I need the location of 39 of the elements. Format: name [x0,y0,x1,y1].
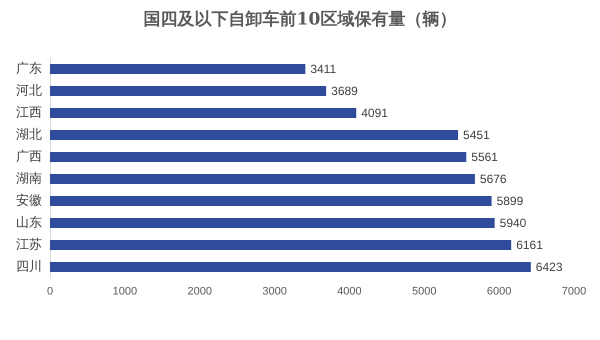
x-tick-label: 5000 [412,286,437,298]
bar [50,64,306,74]
data-label: 5561 [471,150,498,164]
y-tick-label: 四川 [16,260,42,274]
y-tick-label: 湖南 [16,172,42,186]
y-tick-label: 广西 [16,150,42,164]
data-label: 5676 [480,172,507,186]
y-tick-label: 湖北 [16,128,42,142]
data-label: 6161 [516,238,544,252]
bar [50,218,495,228]
data-label: 5899 [496,194,524,208]
x-tick-label: 0 [46,286,54,298]
data-label: 5940 [500,216,527,230]
data-label: 3689 [331,84,358,98]
y-tick-label: 河北 [16,84,42,98]
chart-title: 国四及以下自卸车前10区域保有量（辆） [144,10,456,30]
data-label: 6423 [536,260,563,274]
bar [50,130,458,140]
bar [50,262,531,272]
bar [50,108,356,118]
x-tick-label: 3000 [262,286,287,298]
y-tick-label: 山东 [16,216,42,230]
bar [50,196,492,206]
bar [50,240,512,250]
bar [50,174,475,184]
data-label: 4091 [361,106,388,120]
x-tick-label: 6000 [486,286,512,298]
x-tick-label: 4000 [337,286,362,298]
x-tick-label: 1000 [112,286,138,298]
y-tick-label: 广东 [16,62,42,76]
bar [50,86,326,96]
x-tick-label: 2000 [187,286,212,298]
data-label: 3411 [310,62,336,76]
x-tick-label: 7000 [562,286,586,298]
bar [50,152,466,162]
data-label: 5451 [463,128,490,142]
y-tick-label: 江苏 [16,238,42,252]
y-tick-label: 安徽 [16,192,42,208]
y-tick-label: 江西 [16,106,42,120]
